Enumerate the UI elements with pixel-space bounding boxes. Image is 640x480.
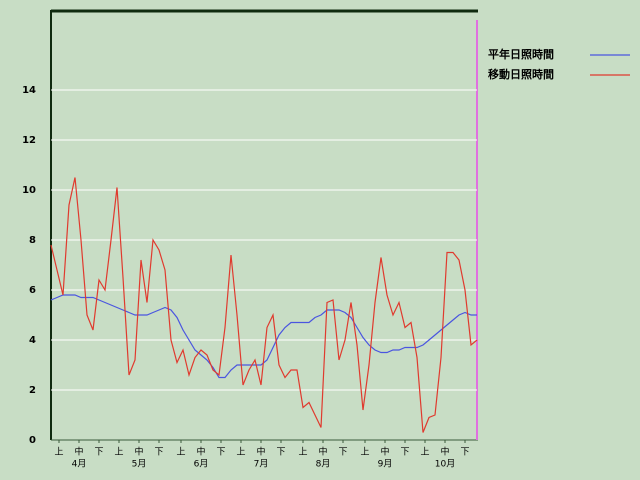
month-label: 10月 [435,459,455,470]
month-label: 8月 [316,459,331,470]
x-tick-label: 上 [360,447,369,458]
y-tick-label: 2 [29,385,36,396]
y-tick-label: 14 [22,85,36,96]
x-tick-label: 上 [236,447,245,458]
legend-label: 移動日照時間 [488,67,554,81]
x-tick-label: 下 [94,448,103,458]
x-tick-label: 下 [216,448,225,458]
month-label: 9月 [378,459,393,470]
month-label: 7月 [254,459,269,470]
x-tick-label: 上 [420,447,429,458]
series-line [50,177,478,433]
y-tick-label: 4 [29,335,36,346]
x-tick-label: 中 [134,446,143,458]
y-tick-label: 12 [22,135,36,146]
x-tick-label: 中 [380,446,389,458]
y-tick-label: 8 [29,235,36,246]
x-tick-label: 下 [400,448,409,458]
series-line [50,294,477,379]
y-tick-label: 0 [29,435,36,446]
x-tick-label: 上 [114,447,123,458]
x-tick-label: 上 [298,447,307,458]
month-label: 5月 [132,459,147,470]
x-tick-label: 中 [440,446,449,458]
legend-label: 平年日照時間 [488,47,554,61]
y-tick-label: 6 [29,285,36,296]
x-tick-label: 中 [318,446,327,458]
x-tick-label: 中 [74,446,83,458]
x-tick-label: 上 [54,447,63,458]
x-tick-label: 中 [256,446,265,458]
month-label: 4月 [72,459,87,470]
x-tick-label: 下 [276,448,285,458]
x-tick-label: 下 [338,448,347,458]
month-label: 6月 [194,459,209,470]
x-tick-label: 下 [154,448,163,458]
x-tick-label: 上 [176,447,185,458]
y-tick-label: 10 [22,185,36,196]
x-tick-label: 中 [196,446,205,458]
x-tick-label: 下 [460,448,469,458]
